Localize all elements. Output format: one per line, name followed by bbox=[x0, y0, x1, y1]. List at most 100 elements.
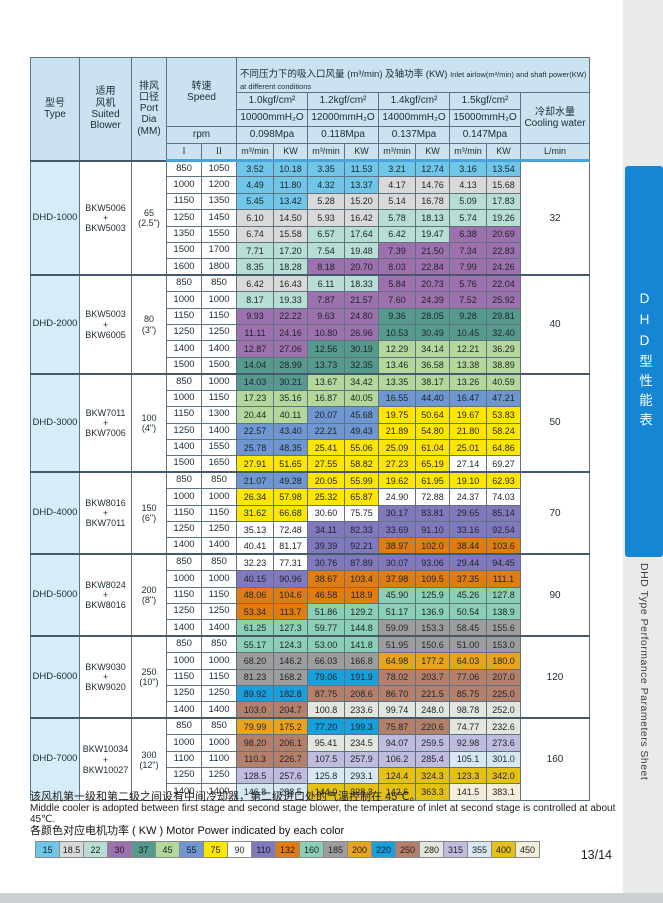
airflow-value: 8.17 bbox=[236, 291, 275, 309]
shaft-power-value: 144.8 bbox=[344, 619, 380, 637]
cooling-water-value: 90 bbox=[520, 553, 591, 637]
data-row: 1000 1000 98.20 206.1 95.41 234.5 94.07 259.5 92… bbox=[31, 734, 590, 752]
shaft-power-value: 43.40 bbox=[273, 422, 309, 440]
shaft-power-value: 257.6 bbox=[273, 767, 309, 785]
shaft-power-value: 104.6 bbox=[273, 586, 309, 604]
airflow-value: 5.84 bbox=[378, 274, 417, 293]
airflow-value: 48.06 bbox=[236, 586, 275, 604]
shaft-power-value: 141.8 bbox=[344, 635, 380, 654]
rpm-ii-value: 850 bbox=[200, 717, 238, 736]
airflow-value: 55.17 bbox=[236, 635, 275, 654]
airflow-value: 19.62 bbox=[378, 471, 417, 490]
rpm-i-value: 1250 bbox=[166, 324, 202, 342]
data-row: 1400 1400 61.25 127.3 59.77 144.8 59.09 153.3 58… bbox=[31, 619, 590, 637]
airflow-value: 100.8 bbox=[307, 701, 346, 719]
rpm-i-value: 1350 bbox=[166, 225, 202, 244]
airflow-value: 5.09 bbox=[449, 192, 488, 211]
rpm-i-value: 1000 bbox=[166, 570, 202, 588]
airflow-value: 25.78 bbox=[236, 438, 275, 457]
mpa-1-2: 0.118Mpa bbox=[307, 126, 380, 144]
airflow-value: 30.76 bbox=[307, 553, 346, 572]
shaft-power-value: 301.0 bbox=[486, 750, 522, 769]
model-name-cell: DHD-6000 bbox=[30, 635, 80, 719]
legend-swatch: 400 bbox=[491, 841, 516, 858]
data-row: 1600 1800 8.35 18.28 8.18 20.70 8.03 22.84 7.99 2… bbox=[31, 258, 590, 276]
table-body: DHD-1000 BKW5006 + BKW5003 65 (2.5") 850 105… bbox=[30, 159, 591, 801]
shaft-power-value: 199.3 bbox=[344, 717, 380, 736]
airflow-value: 77.20 bbox=[307, 717, 346, 736]
conditions-title: 不同压力下的吸入口风量 (m³/min) 及轴功率 (KW) Inlet air… bbox=[236, 57, 591, 93]
airflow-value: 45.90 bbox=[378, 586, 417, 604]
airflow-value: 5.45 bbox=[236, 192, 275, 211]
rpm-ii-value: 1500 bbox=[200, 356, 238, 375]
power-unit: KW bbox=[344, 143, 380, 162]
airflow-value: 16.47 bbox=[449, 389, 488, 408]
legend-swatch: 315 bbox=[443, 841, 468, 858]
legend-swatch: 132 bbox=[275, 841, 300, 858]
airflow-value: 6.74 bbox=[236, 225, 275, 244]
shaft-power-value: 58.82 bbox=[344, 455, 380, 473]
rpm-i-value: 1100 bbox=[166, 750, 202, 769]
airflow-value: 68.20 bbox=[236, 652, 275, 670]
shaft-power-value: 125.9 bbox=[415, 586, 451, 604]
rpm-ii-value: 1400 bbox=[200, 783, 238, 801]
airflow-value: 105.1 bbox=[449, 750, 488, 769]
shaft-power-value: 19.26 bbox=[486, 209, 522, 227]
shaft-power-value: 324.3 bbox=[415, 767, 451, 785]
airflow-value: 27.91 bbox=[236, 455, 275, 473]
rpm-i-value: 850 bbox=[166, 372, 202, 391]
cooling-water-value: 70 bbox=[520, 471, 591, 555]
airflow-value: 5.74 bbox=[449, 209, 488, 227]
airflow-value: 3.16 bbox=[449, 159, 488, 178]
airflow-value: 5.14 bbox=[378, 192, 417, 211]
performance-table: 型号 Type 适用 风机 Suited Blower 排风 口径 Port D… bbox=[30, 57, 591, 801]
shaft-power-value: 17.83 bbox=[486, 192, 522, 211]
airflow-value: 17.23 bbox=[236, 389, 275, 408]
legend-swatch: 15 bbox=[35, 841, 60, 858]
legend-row: 15 18.5 22 30 37 45 55 75 90 110 132 160 185 200 220 25… bbox=[35, 841, 540, 858]
airflow-value: 95.41 bbox=[307, 734, 346, 752]
shaft-power-value: 54.80 bbox=[415, 422, 451, 440]
rpm-ii-value: 1550 bbox=[200, 438, 238, 457]
speed-col-ii: II bbox=[200, 143, 238, 162]
shaft-power-value: 36.58 bbox=[415, 356, 451, 375]
airflow-value: 20.05 bbox=[307, 471, 346, 490]
airflow-value: 94.07 bbox=[378, 734, 417, 752]
shaft-power-value: 288.5 bbox=[273, 783, 309, 801]
shaft-power-value: 22.84 bbox=[415, 258, 451, 276]
speed-col-i: I bbox=[166, 143, 202, 162]
shaft-power-value: 27.06 bbox=[273, 340, 309, 358]
airflow-value: 13.73 bbox=[307, 356, 346, 375]
shaft-power-value: 24.16 bbox=[273, 324, 309, 342]
airflow-value: 7.71 bbox=[236, 242, 275, 260]
shaft-power-value: 40.05 bbox=[344, 389, 380, 408]
airflow-value: 25.41 bbox=[307, 438, 346, 457]
airflow-value: 14.03 bbox=[236, 372, 275, 391]
shaft-power-value: 18.28 bbox=[273, 258, 309, 276]
airflow-value: 32.23 bbox=[236, 553, 275, 572]
shaft-power-value: 47.21 bbox=[486, 389, 522, 408]
cooling-unit: L/min bbox=[520, 143, 591, 162]
col-header-port: 排风 口径 Port Dia (MM) bbox=[131, 57, 167, 161]
data-row: 1150 1150 9.93 22.22 9.63 24.80 9.36 28.05 9.28 2… bbox=[31, 307, 590, 326]
shaft-power-value: 30.49 bbox=[415, 324, 451, 342]
airflow-value: 51.17 bbox=[378, 602, 417, 621]
data-row: DHD-4000 BKW8016 + BKW7011 150 (6") 850 850 2… bbox=[30, 471, 591, 555]
data-row: DHD-2000 BKW5003 + BKW6005 80 (3") 850 850 6.… bbox=[30, 274, 591, 375]
rpm-i-value: 1000 bbox=[166, 291, 202, 309]
head-1-0: 10000mmH₂O bbox=[236, 109, 309, 127]
airflow-value: 37.35 bbox=[449, 570, 488, 588]
shaft-power-value: 102.0 bbox=[415, 537, 451, 555]
airflow-value: 39.39 bbox=[307, 537, 346, 555]
airflow-value: 142.6 bbox=[378, 783, 417, 801]
table-header: 型号 Type 适用 风机 Suited Blower 排风 口径 Port D… bbox=[30, 57, 591, 162]
rpm-ii-value: 1300 bbox=[200, 406, 238, 424]
shaft-power-value: 180.0 bbox=[486, 652, 522, 670]
airflow-value: 30.17 bbox=[378, 504, 417, 522]
airflow-value: 12.87 bbox=[236, 340, 275, 358]
pressure-1-0: 1.0kgf/cm² bbox=[236, 92, 309, 110]
shaft-power-value: 81.17 bbox=[273, 537, 309, 555]
page-number: 13/14 bbox=[580, 848, 612, 862]
shaft-power-value: 15.20 bbox=[344, 192, 380, 211]
airflow-value: 146.8 bbox=[236, 783, 275, 801]
